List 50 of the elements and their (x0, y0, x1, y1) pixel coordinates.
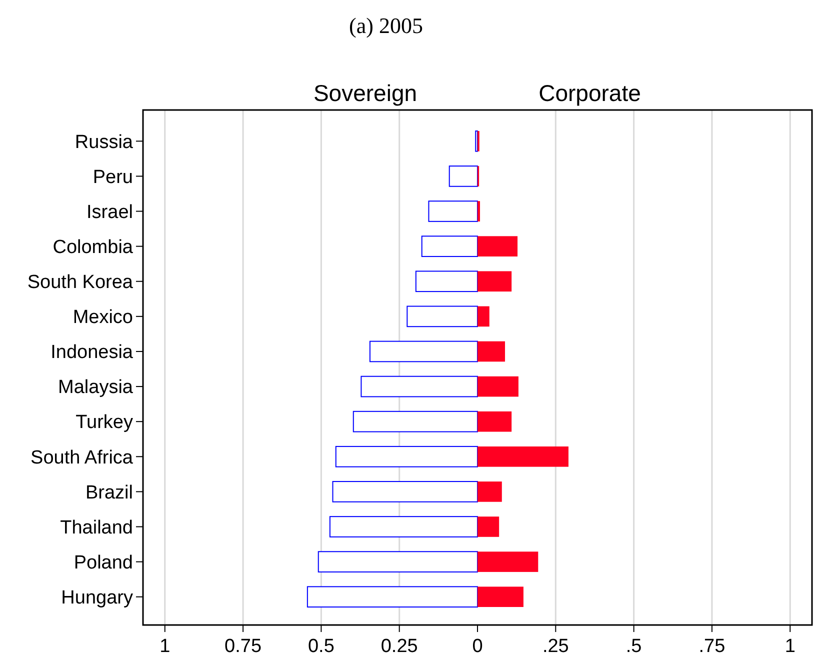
y-tick-label: South Africa (30, 447, 134, 468)
x-tick-label: 0.25 (380, 636, 418, 657)
x-tick-label: 0.5 (308, 636, 334, 657)
y-tick-label: Mexico (72, 307, 133, 328)
bar (332, 481, 478, 502)
y-tick-label: Peru (92, 166, 133, 188)
bar (421, 236, 478, 257)
y-tick-label: Israel (86, 202, 133, 223)
bar (448, 166, 478, 187)
bar (478, 271, 512, 292)
y-tick-label: Poland (74, 552, 133, 574)
bar (478, 376, 518, 397)
bar (329, 516, 478, 538)
y-tick-label: Thailand (60, 517, 133, 538)
bar (478, 516, 500, 537)
bar (318, 551, 478, 572)
bar (478, 236, 518, 256)
y-tick-label: Hungary (61, 587, 134, 608)
bar (478, 306, 490, 327)
y-tick-label: Turkey (76, 412, 134, 434)
y-tick-label: Malaysia (58, 377, 134, 398)
y-tick-label: Brazil (85, 482, 133, 504)
bar (478, 341, 506, 362)
bar (335, 446, 478, 468)
y-tick-label: Russia (74, 132, 134, 153)
y-tick-label: South Korea (27, 272, 134, 294)
x-tick-label: .25 (542, 636, 569, 657)
x-tick-label: .75 (698, 636, 726, 657)
bar (428, 200, 478, 222)
bar (360, 376, 478, 398)
bar (415, 270, 478, 292)
x-tick-label: 0.75 (224, 636, 262, 657)
chart-title: (a) 2005 (349, 13, 423, 38)
bar (478, 411, 512, 432)
bar (478, 446, 568, 467)
x-tick-label: 0 (472, 636, 483, 657)
y-tick-label: Colombia (52, 236, 134, 258)
x-tick-label: .5 (626, 636, 642, 657)
text: Sovereign (313, 80, 418, 106)
bar (406, 306, 478, 328)
bar (369, 340, 478, 362)
text: Corporate (538, 80, 641, 106)
bar (352, 410, 478, 432)
y-tick-label: Indonesia (50, 342, 134, 364)
x-tick-label: 1 (160, 636, 170, 657)
x-tick-label: 1 (784, 636, 796, 657)
bar (478, 586, 524, 607)
bar (478, 482, 502, 502)
bar (478, 552, 538, 572)
bar (306, 586, 478, 608)
